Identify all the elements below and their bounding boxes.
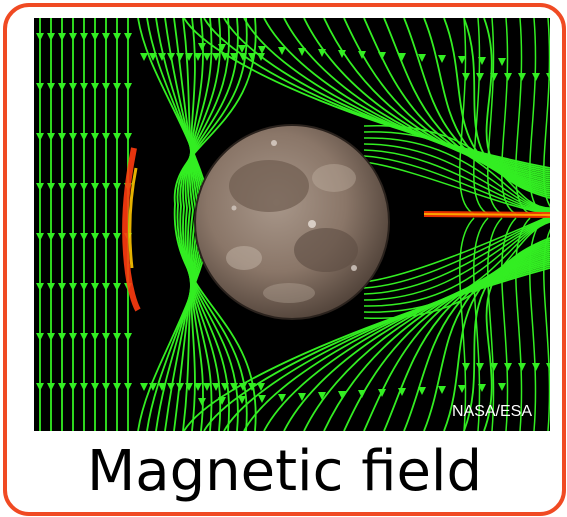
upstream-current-sheet	[122, 147, 141, 312]
magnetic-field-image: NASA/ESA	[34, 18, 550, 431]
field-illustration	[36, 18, 550, 431]
slide-card: NASA/ESA Magnetic field	[3, 3, 566, 516]
ganymede-moon	[194, 124, 390, 320]
image-credit: NASA/ESA	[451, 403, 532, 420]
slide-caption: Magnetic field	[86, 439, 483, 504]
upstream-current-glow	[128, 167, 138, 269]
field-arrows	[36, 33, 550, 406]
tail-current-glow	[423, 213, 550, 216]
